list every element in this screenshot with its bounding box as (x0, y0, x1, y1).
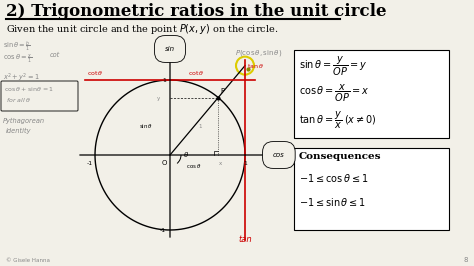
Text: Given the unit circle and the point $P(x,y)$ on the circle.: Given the unit circle and the point $P(x… (6, 22, 278, 36)
Text: $\sin\theta$: $\sin\theta$ (139, 122, 153, 130)
Text: x: x (219, 161, 222, 166)
Text: Consequences: Consequences (299, 152, 382, 161)
Text: O: O (162, 160, 167, 166)
Text: $-1 \leq \cos\theta \leq 1$: $-1 \leq \cos\theta \leq 1$ (299, 172, 368, 184)
Text: cot: cot (50, 52, 60, 58)
Text: $\cos\theta+\sin\theta=1$: $\cos\theta+\sin\theta=1$ (4, 85, 54, 93)
Text: P: P (220, 88, 224, 94)
Text: 2) Trigonometric ratios in the unit circle: 2) Trigonometric ratios in the unit circ… (6, 3, 386, 20)
Text: $\cot\theta$: $\cot\theta$ (188, 69, 204, 77)
Text: 1: 1 (162, 77, 166, 82)
Text: $\cot\theta$: $\cot\theta$ (87, 69, 103, 77)
Text: Pythagorean: Pythagorean (3, 118, 45, 124)
Text: tan: tan (238, 235, 252, 244)
Text: $P(\cos\theta,\sin\theta)$: $P(\cos\theta,\sin\theta)$ (235, 48, 283, 57)
Text: identity: identity (6, 128, 31, 134)
Text: $\tan\theta = \dfrac{y}{x}\;(x\neq 0)$: $\tan\theta = \dfrac{y}{x}\;(x\neq 0)$ (299, 110, 377, 131)
Bar (294, 50, 449, 138)
Text: $\cos\theta$: $\cos\theta$ (186, 162, 202, 170)
Text: 8: 8 (464, 257, 468, 263)
Text: $\cos\theta = \dfrac{x}{OP} = x$: $\cos\theta = \dfrac{x}{OP} = x$ (299, 83, 370, 104)
Text: cos: cos (273, 152, 285, 158)
Text: $\cos\theta=\frac{x}{1}$: $\cos\theta=\frac{x}{1}$ (3, 52, 32, 65)
Text: © Gisele Hanna: © Gisele Hanna (6, 258, 50, 263)
Text: 1: 1 (198, 124, 201, 129)
Text: $\sin\theta=\frac{b}{1}$: $\sin\theta=\frac{b}{1}$ (3, 40, 31, 54)
Text: $\tan\theta$: $\tan\theta$ (247, 62, 264, 70)
Text: $x^2+y^2=1$: $x^2+y^2=1$ (3, 72, 40, 84)
Text: $\sin\theta = \dfrac{y}{OP} = y$: $\sin\theta = \dfrac{y}{OP} = y$ (299, 55, 367, 78)
Text: for all $\theta$: for all $\theta$ (6, 96, 32, 104)
Text: $\theta$: $\theta$ (183, 150, 189, 159)
Text: -1: -1 (160, 227, 166, 232)
Bar (294, 148, 449, 230)
Text: -1: -1 (87, 161, 93, 166)
Text: 1: 1 (243, 161, 247, 166)
Text: $-1 \leq \sin\theta \leq 1$: $-1 \leq \sin\theta \leq 1$ (299, 196, 366, 208)
Text: y: y (157, 96, 160, 101)
Text: sin: sin (165, 46, 175, 52)
